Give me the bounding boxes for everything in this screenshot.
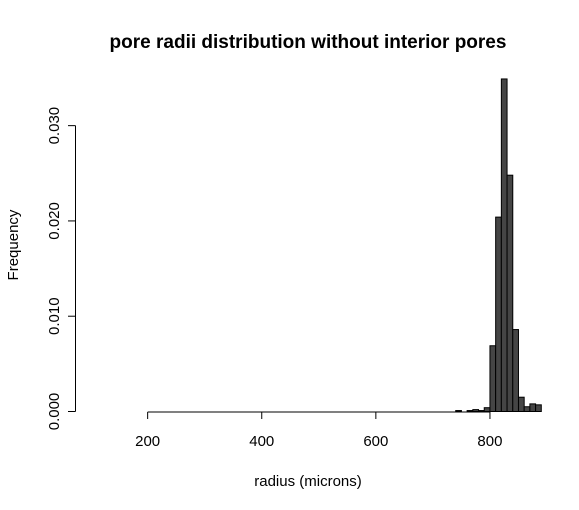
histogram-bar [512,329,519,413]
x-tick-label: 200 [135,433,160,450]
histogram-bar [506,174,514,412]
histogram-bar [500,78,508,413]
y-tick-label: 0.000 [46,393,63,431]
y-tick-label: 0.020 [46,202,63,240]
histogram-bar [466,410,474,413]
histogram-bar [455,410,462,413]
histogram-bar [495,216,502,412]
histogram-bar [478,410,485,413]
chart-title: pore radii distribution without interior… [110,32,507,53]
y-tick-label: 0.010 [46,297,63,335]
histogram-bar [517,396,525,413]
histogram-bar [472,409,480,413]
x-tick-label: 800 [477,433,502,450]
x-tick-label: 400 [249,433,274,450]
y-axis-label: Frequency [5,209,22,280]
x-axis: 200 400 600 800 [135,411,502,450]
histogram-bar [529,403,537,412]
y-axis: 0.000 0.010 0.020 0.030 [46,107,76,430]
bars-group [455,78,542,413]
x-axis-label: radius (microns) [254,473,362,490]
histogram-bar [489,345,497,413]
histogram-bar [523,406,531,413]
x-tick-label: 600 [363,433,388,450]
histogram-bar [483,407,491,412]
y-tick-label: 0.030 [46,107,63,145]
histogram-bar [535,404,542,412]
